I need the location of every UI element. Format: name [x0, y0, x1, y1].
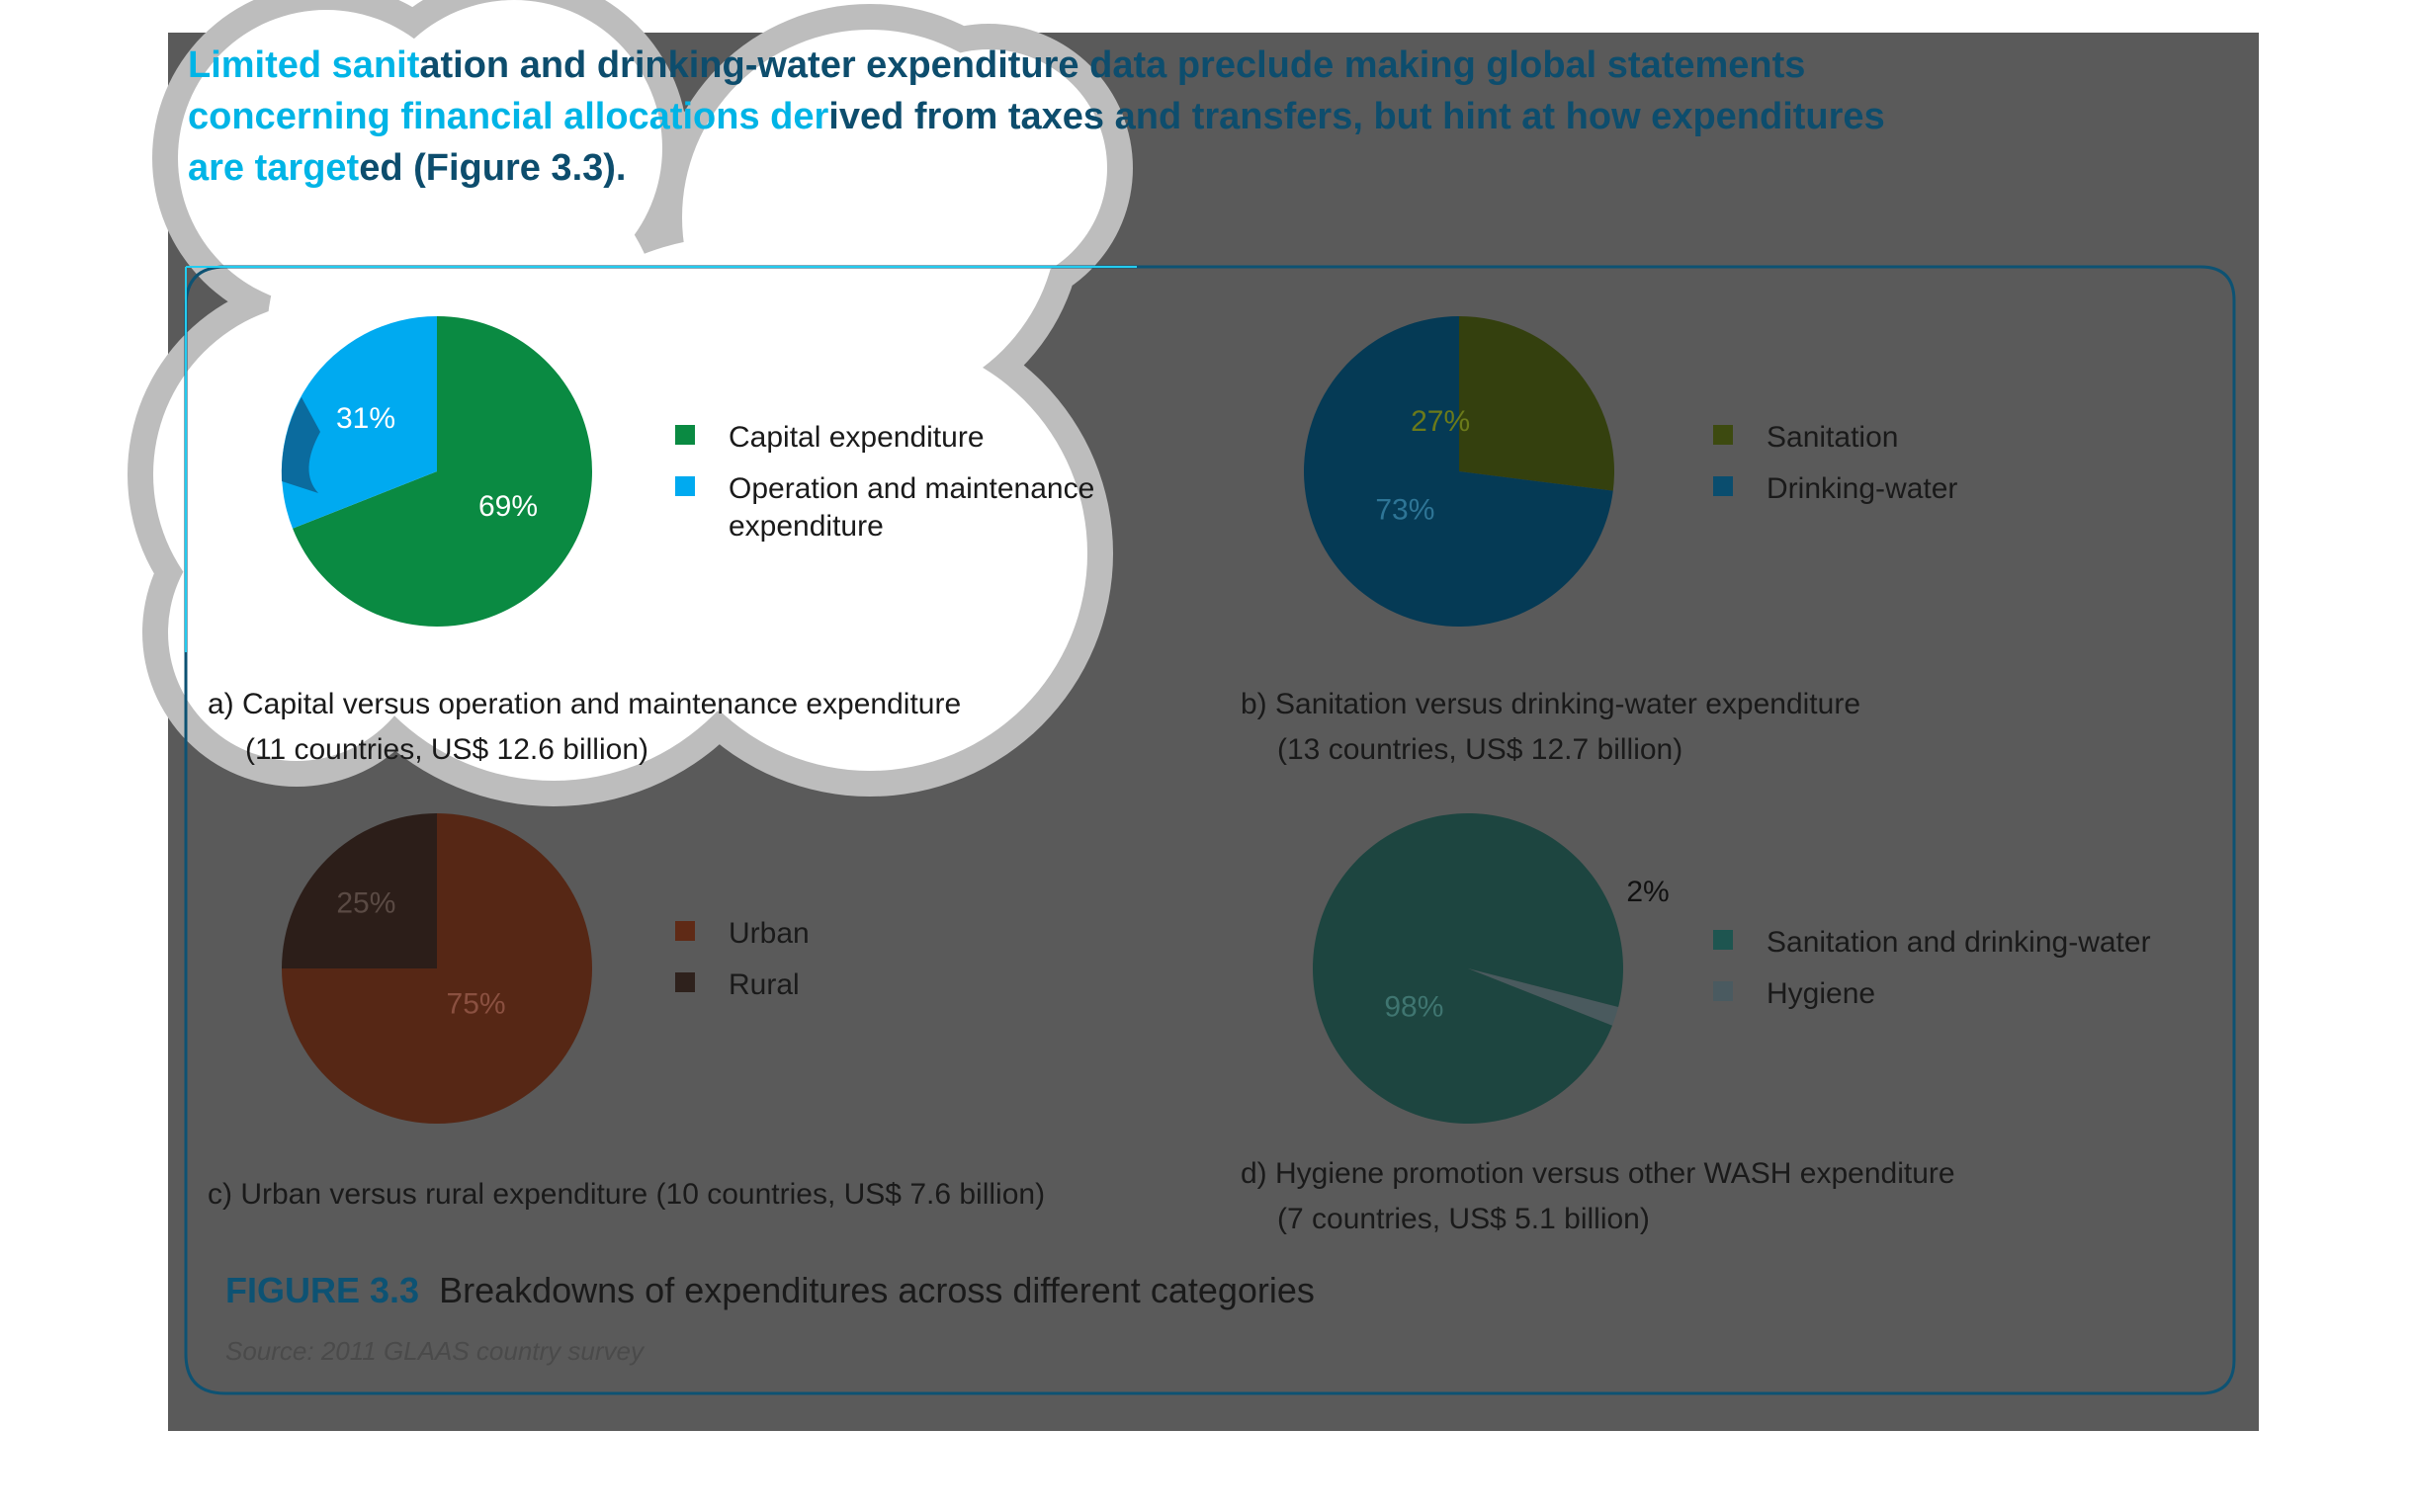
pie-slice-label: 25% — [336, 886, 395, 919]
pie-slice-label: 98% — [1384, 991, 1443, 1024]
caption-a-line-1: a) Capital versus operation and maintena… — [208, 688, 961, 720]
legend-swatch — [1713, 476, 1733, 496]
heading-dim-part: ived from taxes and transfers, but hint … — [828, 96, 1884, 137]
pie-slice-operation-and-maintenance-expenditure — [282, 316, 437, 529]
pie-slice-shadow — [281, 397, 320, 493]
pie-slice-rural — [282, 813, 437, 968]
pie-slice-label: 2% — [1626, 876, 1669, 908]
legend-label: Rural — [729, 968, 800, 1001]
caption-b: b) Sanitation versus drinking-water expe… — [1241, 688, 1860, 766]
pie-chart-b: 27% 73% Sanitation Drinking-water — [1304, 316, 1957, 628]
pie-slice-sanitation — [1459, 316, 1614, 491]
caption-c: c) Urban versus rural expenditure (10 co… — [208, 1178, 1045, 1211]
highlight-outline — [185, 266, 1137, 652]
heading-dim-part: ed (Figure 3.3). — [359, 147, 626, 189]
heading: Limited sanitation and drinking-water ex… — [188, 44, 1885, 189]
pie-slice-capital-expenditure — [293, 316, 593, 627]
pie-slice-sanitation-and-drinking-water — [1312, 813, 1623, 1125]
legend-swatch — [1713, 981, 1733, 1001]
figure-title: FIGURE 3.3 Breakdowns of expenditures ac… — [225, 1270, 1315, 1310]
heading-line-3: are targeted (Figure 3.3). — [188, 147, 626, 189]
legend-swatch — [675, 921, 695, 941]
pie-slice-hygiene — [1468, 968, 1619, 1026]
legend-label: Hygiene — [1767, 977, 1875, 1010]
pie-chart-d: 98% 2% Sanitation and drinking-water Hygien… — [1312, 813, 2151, 1125]
figure-title-text: Breakdowns of expenditures across differ… — [439, 1270, 1315, 1310]
caption-a-line-2: (11 countries, US$ 12.6 billion) — [245, 733, 648, 766]
pie-slice-label: 75% — [447, 988, 506, 1021]
legend-swatch — [675, 476, 695, 496]
figure-label: FIGURE 3.3 — [225, 1270, 419, 1310]
caption-c-line-1: c) Urban versus rural expenditure (10 co… — [208, 1178, 1045, 1211]
legend-label: Sanitation and drinking-water — [1767, 926, 2151, 959]
legend-label: Urban — [729, 917, 810, 950]
figure-source: Source: 2011 GLAAS country survey — [225, 1336, 646, 1366]
caption-d-line-1: d) Hygiene promotion versus other WASH e… — [1241, 1157, 1955, 1190]
legend-label: Operation and maintenance — [729, 472, 1094, 505]
heading-accent-part: are target — [188, 147, 360, 189]
heading-line-1: Limited sanitation and drinking-water ex… — [188, 44, 1805, 86]
legend-label: Drinking-water — [1767, 472, 1957, 505]
heading-line-2: concerning financial allocations derived… — [188, 96, 1885, 137]
heading-dim-part: ation and drinking-water expenditure dat… — [419, 44, 1805, 86]
legend-swatch — [1713, 930, 1733, 950]
legend-swatch — [675, 425, 695, 445]
legend-swatch — [675, 972, 695, 992]
legend-swatch — [1713, 425, 1733, 445]
caption-b-line-2: (13 countries, US$ 12.7 billion) — [1277, 733, 1682, 766]
pie-slice-label: 69% — [478, 490, 538, 523]
pie-slice-label: 31% — [336, 402, 395, 435]
legend-label: Capital expenditure — [729, 421, 985, 454]
legend-label: expenditure — [729, 510, 884, 543]
caption-b-line-1: b) Sanitation versus drinking-water expe… — [1241, 688, 1860, 720]
heading-accent-part: Limited sanit — [188, 44, 420, 86]
figure-frame — [184, 265, 2236, 1395]
pie-slice-drinking-water — [1304, 316, 1613, 628]
heading-accent-part: concerning financial allocations der — [188, 96, 828, 137]
legend-label: Sanitation — [1767, 421, 1898, 454]
pie-slice-label: 73% — [1375, 494, 1434, 527]
caption-a: a) Capital versus operation and maintena… — [208, 688, 961, 766]
pie-slice-label: 27% — [1411, 405, 1470, 438]
pie-chart-c: 75% 25% Urban Rural — [282, 813, 810, 1124]
pie-chart-a: 69% 31% Capital expenditure Operation and m… — [281, 316, 1094, 627]
caption-d-line-2: (7 countries, US$ 5.1 billion) — [1277, 1203, 1650, 1235]
caption-d: d) Hygiene promotion versus other WASH e… — [1241, 1157, 1955, 1235]
